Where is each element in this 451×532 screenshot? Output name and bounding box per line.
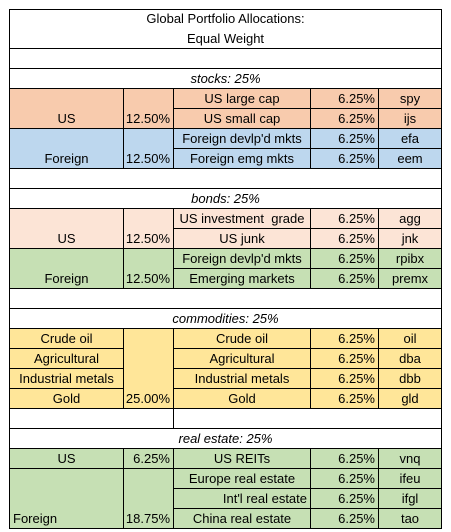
spacer-right (174, 409, 442, 429)
commodities-agricultural-ticker: dba (379, 349, 442, 369)
real-estate-china-name: China real estate (174, 509, 311, 529)
commodities-agricultural-pct: 6.25% (311, 349, 379, 369)
commodities-agricultural-name: Agricultural (174, 349, 311, 369)
bonds-foreign-emerging-name: Emerging markets (174, 269, 311, 289)
commodities-weight: 25.00% (124, 329, 174, 409)
commodities-category-crude: Crude oil (9, 329, 124, 349)
real-estate-europe-name: Europe real estate (174, 469, 311, 489)
bonds-us-weight: 12.50% (124, 209, 174, 249)
real-estate-intl-name: Int'l real estate (174, 489, 311, 509)
stocks-foreign-region: Foreign (9, 129, 124, 169)
stocks-foreign-devlpd-pct: 6.25% (311, 129, 379, 149)
bonds-foreign-devlpd-name: Foreign devlp'd mkts (174, 249, 311, 269)
commodities-crude-name: Crude oil (174, 329, 311, 349)
bonds-us-investment-pct: 6.25% (311, 209, 379, 229)
real-estate-intl-pct: 6.25% (311, 489, 379, 509)
spacer-row (9, 289, 442, 309)
stocks-us-region: US (9, 89, 124, 129)
bonds-header: bonds: 25% (9, 189, 442, 209)
stocks-foreign-emg-name: Foreign emg mkts (174, 149, 311, 169)
stocks-us-large-pct: 6.25% (311, 89, 379, 109)
real-estate-foreign-region: Foreign (9, 469, 124, 529)
bonds-us-junk-ticker: jnk (379, 229, 442, 249)
bonds-foreign-devlpd-pct: 6.25% (311, 249, 379, 269)
commodities-gold-name: Gold (174, 389, 311, 409)
stocks-us-small-ticker: ijs (379, 109, 442, 129)
commodities-category-metals: Industrial metals (9, 369, 124, 389)
title-line-2: Equal Weight (186, 31, 265, 46)
bonds-foreign-emerging-ticker: premx (379, 269, 442, 289)
bonds-us-junk-pct: 6.25% (311, 229, 379, 249)
real-estate-header: real estate: 25% (9, 429, 442, 449)
commodities-crude-pct: 6.25% (311, 329, 379, 349)
bonds-foreign-emerging-pct: 6.25% (311, 269, 379, 289)
commodities-gold-pct: 6.25% (311, 389, 379, 409)
stocks-foreign-devlpd-ticker: efa (379, 129, 442, 149)
commodities-gold-ticker: gld (379, 389, 442, 409)
spacer-left (9, 409, 174, 429)
stocks-foreign-emg-ticker: eem (379, 149, 442, 169)
real-estate-china-pct: 6.25% (311, 509, 379, 529)
bonds-foreign-devlpd-ticker: rpibx (379, 249, 442, 269)
commodities-crude-ticker: oil (379, 329, 442, 349)
stocks-us-weight: 12.50% (124, 89, 174, 129)
commodities-metals-name: Industrial metals (174, 369, 311, 389)
real-estate-foreign-weight: 18.75% (124, 469, 174, 529)
real-estate-europe-pct: 6.25% (311, 469, 379, 489)
real-estate-us-region: US (9, 449, 124, 469)
real-estate-us-weight: 6.25% (124, 449, 174, 469)
commodities-category-gold: Gold (9, 389, 124, 409)
commodities-metals-ticker: dbb (379, 369, 442, 389)
bonds-foreign-weight: 12.50% (124, 249, 174, 289)
stocks-foreign-devlpd-name: Foreign devlp'd mkts (174, 129, 311, 149)
table-title: Global Portfolio Allocations: Equal Weig… (9, 9, 442, 49)
real-estate-china-ticker: tao (379, 509, 442, 529)
stocks-foreign-weight: 12.50% (124, 129, 174, 169)
stocks-header: stocks: 25% (9, 69, 442, 89)
stocks-us-large-name: US large cap (174, 89, 311, 109)
bonds-us-junk-name: US junk (174, 229, 311, 249)
stocks-foreign-emg-pct: 6.25% (311, 149, 379, 169)
commodities-metals-pct: 6.25% (311, 369, 379, 389)
real-estate-reits-name: US REITs (174, 449, 311, 469)
bonds-us-investment-name: US investment grade (174, 209, 311, 229)
stocks-us-small-name: US small cap (174, 109, 311, 129)
stocks-us-large-ticker: spy (379, 89, 442, 109)
commodities-category-agricultural: Agricultural (9, 349, 124, 369)
bonds-us-investment-ticker: agg (379, 209, 442, 229)
stocks-us-small-pct: 6.25% (311, 109, 379, 129)
spacer-row (9, 169, 442, 189)
commodities-header: commodities: 25% (9, 309, 442, 329)
real-estate-reits-ticker: vnq (379, 449, 442, 469)
title-line-1: Global Portfolio Allocations: (146, 11, 305, 26)
real-estate-intl-ticker: ifgl (379, 489, 442, 509)
real-estate-europe-ticker: ifeu (379, 469, 442, 489)
spacer-row (9, 49, 442, 69)
bonds-us-region: US (9, 209, 124, 249)
bonds-foreign-region: Foreign (9, 249, 124, 289)
real-estate-reits-pct: 6.25% (311, 449, 379, 469)
